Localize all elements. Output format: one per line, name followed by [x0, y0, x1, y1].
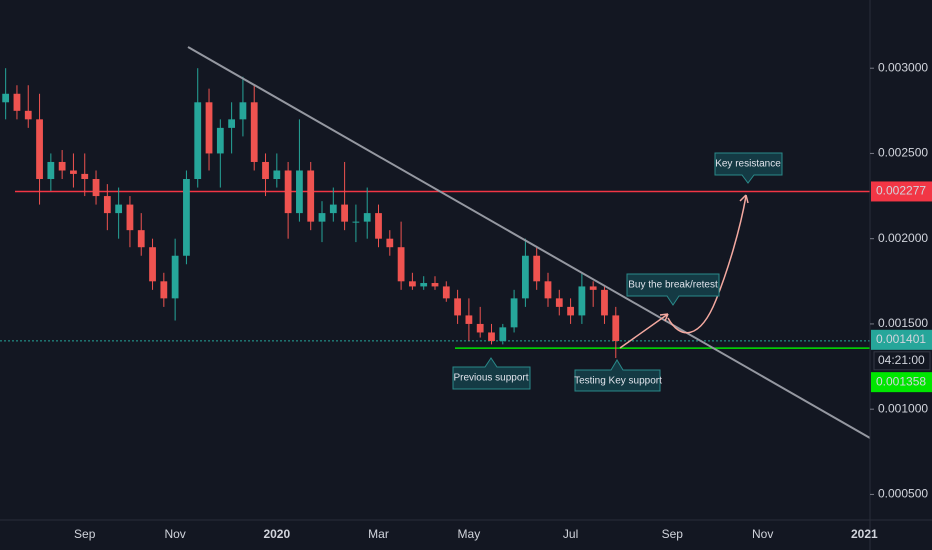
price-scale	[870, 0, 932, 550]
annotations: Key resistance Buy the break/retest Prev…	[452, 152, 783, 392]
candle-body	[216, 127, 224, 154]
y-tick-label: 0.002000	[878, 231, 928, 245]
y-tick-label: 0.002500	[878, 146, 928, 160]
x-tick-label: Jul	[563, 527, 578, 541]
x-tick-label: 2021	[851, 527, 878, 541]
plot-area	[0, 68, 870, 359]
candle-body	[555, 298, 563, 307]
candle-body	[194, 102, 202, 180]
arrow	[619, 313, 669, 349]
candle-body	[92, 179, 100, 197]
candle-body	[397, 247, 405, 282]
candle-body	[341, 204, 348, 222]
annotation: Buy the break/retest	[628, 280, 718, 291]
time-scale	[0, 520, 932, 550]
candle-body	[103, 196, 111, 214]
price-label-box	[871, 181, 932, 202]
price-label: 0.001401	[876, 332, 926, 346]
candle-body	[160, 281, 168, 299]
y-tick-label: 0.001500	[878, 316, 928, 330]
candle-body	[567, 306, 574, 316]
x-tick-label: Mar	[368, 527, 389, 541]
candle-body	[239, 102, 247, 120]
candle-body	[420, 283, 428, 287]
candle-body	[578, 286, 586, 316]
candle-body	[533, 255, 541, 282]
candle-body	[318, 213, 326, 222]
candle-body	[476, 323, 484, 333]
candle-body	[24, 110, 32, 120]
candle-body	[386, 238, 394, 248]
candle-body	[499, 327, 507, 341]
annotation: Testing Key support	[574, 376, 662, 387]
candle-body	[307, 170, 315, 222]
arrow-head	[659, 313, 669, 322]
candle-body	[589, 286, 597, 290]
candle-body	[2, 93, 10, 103]
annotation: Key resistance	[715, 159, 781, 170]
x-tick-label: May	[458, 527, 481, 541]
candle-body	[601, 289, 608, 316]
candle-body	[544, 281, 552, 299]
price-label-box	[871, 329, 932, 350]
candle-body	[329, 204, 337, 214]
arrow	[667, 195, 747, 334]
candle-body	[488, 332, 495, 341]
y-tick-label: 0.001000	[878, 401, 928, 415]
candle-body	[58, 161, 66, 171]
candle-body	[442, 286, 450, 299]
annotation: Previous support	[453, 373, 528, 384]
candle-body	[465, 315, 473, 324]
candle-body	[47, 161, 55, 180]
candle-body	[352, 221, 360, 223]
candle-body	[296, 170, 303, 214]
candle-body	[375, 213, 382, 239]
candle-body	[81, 173, 89, 180]
candle-body	[510, 298, 518, 328]
candle-body	[284, 170, 292, 214]
x-tick-label: Nov	[164, 527, 185, 541]
arrow-head	[739, 194, 749, 204]
candle-body	[36, 119, 43, 180]
countdown: 04:21:00	[878, 353, 925, 367]
price-label: 0.001358	[876, 374, 926, 388]
candle-body	[250, 102, 258, 162]
candle-body	[454, 298, 461, 316]
callout	[574, 359, 661, 392]
candle-body	[149, 247, 156, 282]
trendline	[187, 46, 871, 439]
candle-body	[431, 283, 439, 287]
y-tick-label: 0.003000	[878, 60, 928, 74]
candle-body	[205, 102, 213, 154]
x-tick-label: 2020	[263, 527, 290, 541]
candle-body	[126, 204, 134, 231]
candle-body	[137, 230, 145, 248]
x-tick-label: Nov	[752, 527, 773, 541]
y-tick-label: 0.000500	[878, 487, 928, 501]
candle-body	[115, 204, 123, 214]
x-tick-label: Sep	[662, 527, 684, 541]
candle-body	[183, 179, 190, 256]
candle-body	[522, 255, 529, 299]
x-tick-label: Sep	[74, 527, 96, 541]
candle-body	[13, 93, 21, 111]
countdown-box	[873, 351, 931, 371]
callout	[452, 357, 531, 390]
candle-body	[262, 161, 269, 180]
candle-body	[363, 213, 371, 222]
candle-body	[409, 281, 416, 287]
price-label-box	[871, 372, 932, 393]
callout	[626, 273, 720, 306]
price-label: 0.002277	[876, 184, 926, 198]
candle-body	[612, 315, 620, 341]
candle-body	[171, 255, 179, 299]
candle-body	[70, 170, 77, 174]
candle-body	[228, 119, 236, 128]
callout	[714, 152, 783, 184]
axes: 0.000500 0.001000 0.001500 0.002000 0.002500…	[74, 60, 932, 541]
candle-body	[273, 170, 281, 180]
